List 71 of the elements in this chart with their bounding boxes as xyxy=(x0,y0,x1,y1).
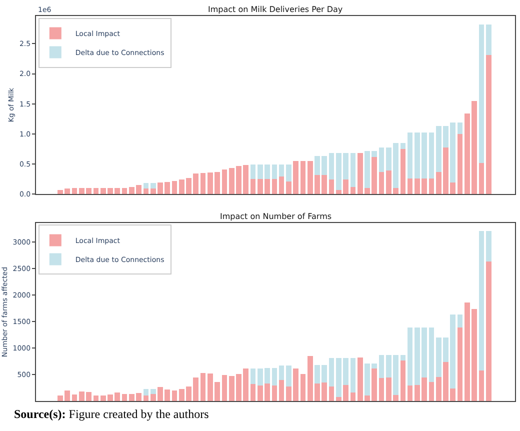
bar xyxy=(478,162,484,194)
bar xyxy=(350,392,356,401)
bar xyxy=(486,262,492,401)
bar xyxy=(122,394,128,401)
bar xyxy=(300,374,306,401)
bar xyxy=(272,164,278,180)
bar xyxy=(428,327,434,382)
bar xyxy=(200,372,206,401)
bar xyxy=(72,394,78,401)
bar xyxy=(278,176,284,194)
bar xyxy=(278,380,284,401)
bar xyxy=(457,134,463,194)
bar xyxy=(286,366,292,387)
bar xyxy=(222,375,228,401)
bar xyxy=(286,164,292,182)
bar xyxy=(272,368,278,386)
bar xyxy=(93,188,99,194)
bar xyxy=(272,386,278,401)
bar xyxy=(400,148,406,194)
bar xyxy=(400,142,406,149)
bar xyxy=(200,173,206,194)
bar xyxy=(328,358,334,387)
bar xyxy=(428,178,434,194)
bar xyxy=(378,148,384,172)
bar xyxy=(143,396,149,401)
bar xyxy=(486,24,492,56)
bar xyxy=(72,188,78,194)
bar xyxy=(378,354,384,378)
bar xyxy=(250,384,256,401)
bar xyxy=(350,153,356,187)
bar xyxy=(478,230,484,370)
bar xyxy=(122,188,128,194)
bar xyxy=(486,55,492,194)
bar xyxy=(407,132,413,178)
bar xyxy=(400,360,406,401)
bar xyxy=(250,179,256,194)
bar xyxy=(272,179,278,194)
bar xyxy=(478,370,484,401)
bar xyxy=(478,24,484,163)
bar xyxy=(150,183,156,189)
bar xyxy=(93,396,99,401)
source-note: Source(s): Figure created by the authors xyxy=(14,407,210,421)
chart-title: Impact on Milk Deliveries Per Day xyxy=(208,5,343,14)
bar xyxy=(172,180,178,194)
bar xyxy=(328,180,334,194)
bar xyxy=(150,388,156,394)
bar xyxy=(172,390,178,401)
bar xyxy=(378,378,384,401)
bar xyxy=(300,160,306,194)
bar xyxy=(350,358,356,393)
bar xyxy=(328,386,334,401)
bar xyxy=(407,386,413,401)
bar xyxy=(428,382,434,401)
bar xyxy=(328,153,334,180)
bar xyxy=(486,230,492,262)
bar xyxy=(222,169,228,194)
bar xyxy=(407,327,413,386)
bar xyxy=(407,178,413,194)
bar xyxy=(350,186,356,194)
bar xyxy=(457,327,463,401)
bar xyxy=(457,122,463,134)
bar xyxy=(428,132,434,178)
bar xyxy=(143,183,149,189)
bar xyxy=(250,368,256,384)
bar xyxy=(457,314,463,328)
bar xyxy=(143,188,149,194)
bar xyxy=(278,366,284,380)
bar xyxy=(278,164,284,177)
chart-title: Impact on Number of Farms xyxy=(220,212,332,221)
bar xyxy=(250,164,256,180)
bar xyxy=(378,172,384,194)
